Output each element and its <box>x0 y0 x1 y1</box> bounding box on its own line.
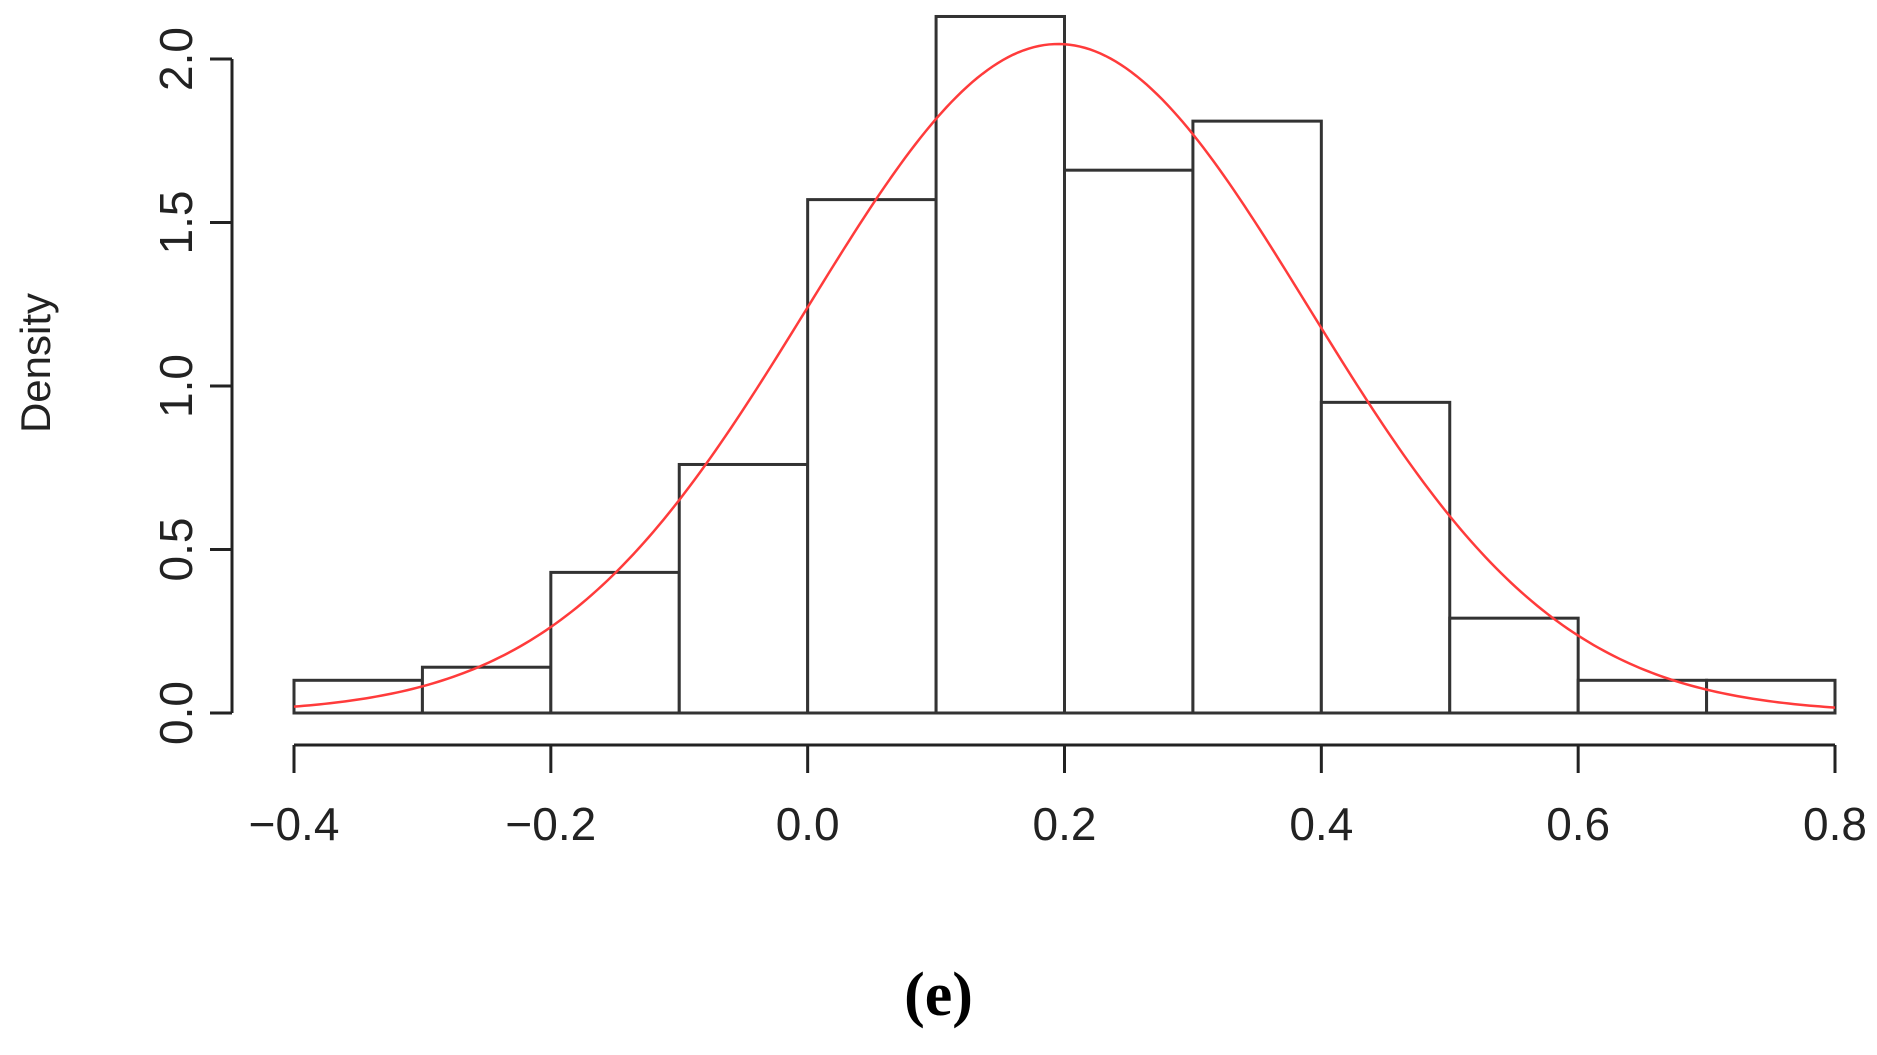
histogram-bar-11 <box>1705 678 1837 715</box>
histogram-bar-2 <box>549 570 681 715</box>
x-tick-label-5: 0.6 <box>1546 798 1610 850</box>
y-tick-label-0: 0.0 <box>150 681 202 745</box>
histogram-bar-10 <box>1576 678 1709 715</box>
histogram-bar-9 <box>1448 616 1580 715</box>
histogram-bar-8 <box>1319 400 1452 715</box>
histogram-bar-1 <box>420 665 553 715</box>
histogram-bars <box>292 14 1837 715</box>
density-curve <box>293 42 1836 709</box>
y-tick-label-2: 1.0 <box>150 354 202 418</box>
x-tick-label-0: −0.4 <box>249 798 340 850</box>
histogram-bar-4 <box>806 198 938 715</box>
histogram-bar-7 <box>1191 119 1323 715</box>
histogram-bar-3 <box>677 462 810 715</box>
histogram-bar-6 <box>1063 168 1195 715</box>
histogram-bar-0 <box>292 678 424 715</box>
x-tick-label-1: −0.2 <box>505 798 596 850</box>
y-tick-label-3: 1.5 <box>150 191 202 255</box>
panel-label: (e) <box>904 961 973 1029</box>
x-tick-label-4: 0.4 <box>1289 798 1353 850</box>
x-axis: −0.4 −0.2 0.0 0.2 0.4 0.6 0.8 <box>249 743 1867 850</box>
x-tick-label-3: 0.2 <box>1033 798 1097 850</box>
y-axis-title: Density <box>12 293 59 433</box>
y-axis: 0.0 0.5 1.0 1.5 2.0 <box>150 27 234 745</box>
histogram-bar-5 <box>934 14 1066 715</box>
x-tick-label-2: 0.0 <box>776 798 840 850</box>
y-tick-label-4: 2.0 <box>150 27 202 91</box>
y-tick-label-1: 0.5 <box>150 518 202 582</box>
x-tick-label-6: 0.8 <box>1803 798 1867 850</box>
